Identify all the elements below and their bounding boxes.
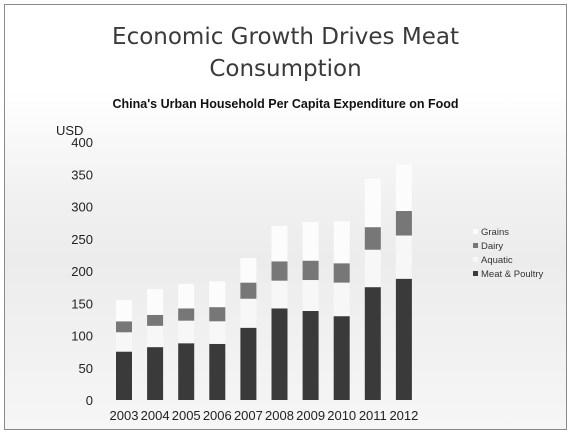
legend-swatch (473, 271, 478, 276)
bar-segment-meat-poultry-2010 (333, 316, 350, 400)
y-tick-label: 100 (71, 329, 93, 344)
bar-segment-aquatic-2005 (178, 320, 195, 344)
bar-segment-aquatic-2008 (271, 280, 288, 309)
bar-segment-meat-poultry-2008 (271, 308, 288, 400)
bar-segment-dairy-2007 (240, 282, 257, 299)
y-tick-label: 50 (79, 361, 93, 376)
x-tick-label: 2005 (172, 408, 201, 423)
y-tick-label: 250 (71, 232, 93, 247)
bar-segment-aquatic-2011 (364, 249, 381, 288)
bar-segment-dairy-2008 (271, 261, 288, 281)
y-tick-label: 150 (71, 296, 93, 311)
slide-title: Economic Growth Drives Meat Consumption (112, 24, 459, 82)
legend-swatch (473, 229, 478, 234)
bar-segment-dairy-2003 (116, 321, 132, 333)
bar-segment-aquatic-2010 (333, 282, 350, 317)
bar-segment-meat-poultry-2004 (147, 347, 164, 400)
bar-segment-grains-2011 (364, 178, 381, 228)
bar-segment-dairy-2011 (364, 227, 381, 250)
bar-segment-grains-2004 (147, 289, 164, 315)
x-tick-label: 2012 (389, 408, 418, 423)
bar-segment-aquatic-2006 (209, 321, 226, 344)
legend-swatch (473, 243, 478, 248)
bar-segment-aquatic-2004 (147, 325, 164, 348)
x-tick-label: 2003 (110, 408, 139, 423)
x-tick-label: 2007 (234, 408, 263, 423)
y-tick-label: 200 (71, 264, 93, 279)
bar-segment-meat-poultry-2012 (395, 278, 412, 400)
bar-segment-dairy-2005 (178, 308, 195, 321)
bar-segment-grains-2012 (395, 164, 412, 212)
bar-segment-dairy-2012 (395, 211, 412, 236)
bar-segment-meat-poultry-2007 (240, 327, 257, 400)
x-tick-label: 2004 (141, 408, 170, 423)
bar-segment-aquatic-2007 (240, 298, 257, 328)
legend-swatch (473, 257, 478, 262)
bar-segment-meat-poultry-2003 (116, 351, 132, 400)
x-tick-label: 2006 (203, 408, 232, 423)
y-tick-label: 400 (71, 135, 93, 150)
x-tick-label: 2008 (265, 408, 294, 423)
bar-segment-meat-poultry-2006 (209, 343, 226, 400)
legend-label: Aquatic (481, 255, 513, 266)
bar-segment-dairy-2006 (209, 307, 226, 322)
bar-segment-grains-2010 (333, 221, 350, 264)
bar-segment-grains-2007 (240, 258, 257, 283)
bar-segment-dairy-2004 (147, 314, 164, 326)
bar-segment-grains-2009 (302, 221, 319, 261)
bar-segment-meat-poultry-2005 (178, 343, 195, 400)
y-tick-label: 350 (71, 167, 93, 182)
bar-segment-grains-2006 (209, 281, 226, 308)
y-tick-label: 0 (86, 393, 93, 408)
bar-segment-aquatic-2012 (395, 235, 412, 279)
bar-segment-meat-poultry-2011 (364, 287, 381, 400)
bar-segment-grains-2005 (178, 283, 195, 309)
x-tick-label: 2011 (359, 408, 387, 423)
y-tick-label: 300 (71, 200, 93, 215)
slide: Economic Growth Drives Meat Consumption … (4, 4, 567, 430)
bar-segment-dairy-2010 (333, 263, 350, 283)
x-tick-label: 2010 (327, 408, 356, 423)
bar-segment-dairy-2009 (302, 260, 319, 281)
y-axis-label: USD (56, 123, 83, 138)
bar-segment-grains-2003 (116, 300, 132, 322)
bar-segment-aquatic-2003 (116, 332, 132, 352)
legend-label: Grains (481, 227, 509, 238)
bar-segment-grains-2008 (271, 225, 288, 262)
x-tick-label: 2009 (296, 408, 325, 423)
bar-segment-meat-poultry-2009 (302, 310, 319, 400)
chart-title: China's Urban Household Per Capita Expen… (112, 97, 459, 111)
bar-segment-aquatic-2009 (302, 280, 319, 311)
legend-label: Meat & Poultry (481, 269, 544, 280)
legend-label: Dairy (481, 241, 503, 252)
